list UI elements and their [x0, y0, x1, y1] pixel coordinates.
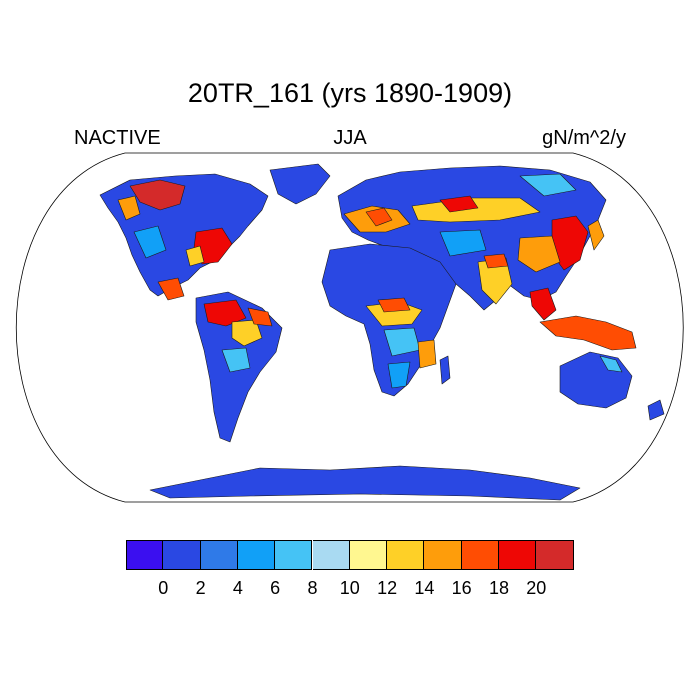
- region-west-us: [133, 225, 167, 259]
- colorbar-tick-label: 0: [158, 578, 169, 598]
- region-amazon-hot: [247, 307, 273, 327]
- colorbar-swatch: [461, 540, 499, 570]
- variable-label: NACTIVE: [74, 127, 161, 149]
- region-china-warm: [517, 235, 561, 273]
- colorbar-tick-label: 10: [339, 578, 360, 598]
- colorbar-tick-label: 12: [377, 578, 398, 598]
- region-russia-high: [439, 195, 479, 213]
- landmass-madagascar: [439, 355, 451, 385]
- colorbar-swatch: [275, 540, 313, 570]
- colorbar-swatch: [424, 540, 462, 570]
- colorbar-swatch: [200, 540, 238, 570]
- region-canada-warm: [117, 195, 141, 221]
- landmass-antarctica: [149, 465, 581, 501]
- colorbar-tick-label: 20: [526, 578, 547, 598]
- plot-title: 20TR_161 (yrs 1890-1909): [187, 78, 513, 108]
- landmass-greenland: [269, 163, 331, 205]
- colorbar-tick-label: 2: [195, 578, 206, 598]
- region-australia-coast: [599, 355, 623, 373]
- colorbar-swatch: [312, 540, 350, 570]
- landmass-indonesia: [539, 315, 637, 351]
- region-europe-hot: [365, 207, 393, 227]
- units-label: gN/m^2/y: [542, 127, 626, 149]
- region-brazil-mid: [221, 347, 251, 373]
- region-east-us-warm: [185, 245, 205, 267]
- region-sahel-hot: [377, 297, 411, 313]
- colorbar-tick-label: 16: [451, 578, 472, 598]
- region-south-africa: [387, 361, 411, 389]
- colorbar-tick-label: 8: [307, 578, 318, 598]
- season-label: JJA: [333, 127, 367, 149]
- region-himalaya-hot: [483, 253, 509, 269]
- colorbar-tick-label: 14: [414, 578, 435, 598]
- region-siberia-cool: [519, 173, 577, 197]
- colorbar-swatch: [536, 540, 574, 570]
- colorbar-swatch: [126, 540, 164, 570]
- colorbar-swatch: [499, 540, 537, 570]
- region-east-africa: [417, 339, 437, 369]
- region-amazon-warm: [231, 319, 263, 347]
- landmass-north-america: [99, 173, 269, 297]
- colorbar-swatch: [237, 540, 276, 570]
- region-mexico: [157, 277, 185, 301]
- landmass-japan: [587, 219, 605, 251]
- colorbar-swatch: [163, 540, 201, 570]
- colorbar-tick-label: 4: [232, 578, 243, 598]
- colorbar-swatch: [349, 540, 388, 570]
- landmass-indochina: [529, 287, 557, 321]
- landmass-new-zealand: [647, 399, 665, 421]
- region-alaska-high: [129, 179, 186, 211]
- colorbar-tick-label: 6: [270, 578, 281, 598]
- colorbar-swatch: [387, 540, 425, 570]
- region-central-asia: [439, 229, 487, 257]
- colorbar-tick-label: 18: [488, 578, 510, 598]
